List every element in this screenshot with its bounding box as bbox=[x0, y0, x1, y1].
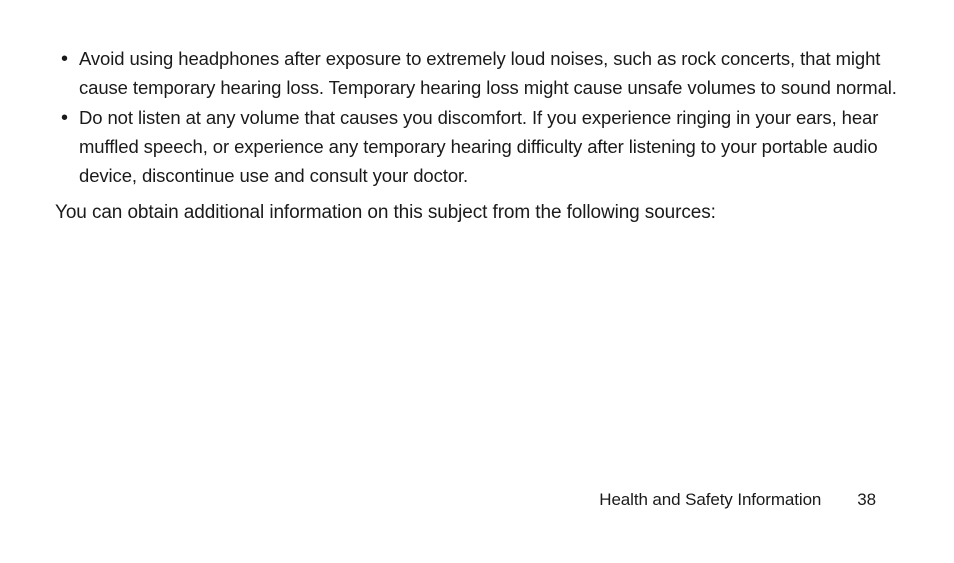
bullet-item: Avoid using headphones after exposure to… bbox=[55, 45, 899, 102]
body-paragraph: You can obtain additional information on… bbox=[55, 198, 899, 227]
bullet-item: Do not listen at any volume that causes … bbox=[55, 104, 899, 190]
footer-page-number: 38 bbox=[857, 490, 876, 510]
document-body: Avoid using headphones after exposure to… bbox=[0, 0, 954, 228]
footer-section-label: Health and Safety Information bbox=[599, 490, 821, 510]
safety-bullet-list: Avoid using headphones after exposure to… bbox=[55, 45, 899, 190]
page-footer: Health and Safety Information 38 bbox=[599, 490, 876, 510]
